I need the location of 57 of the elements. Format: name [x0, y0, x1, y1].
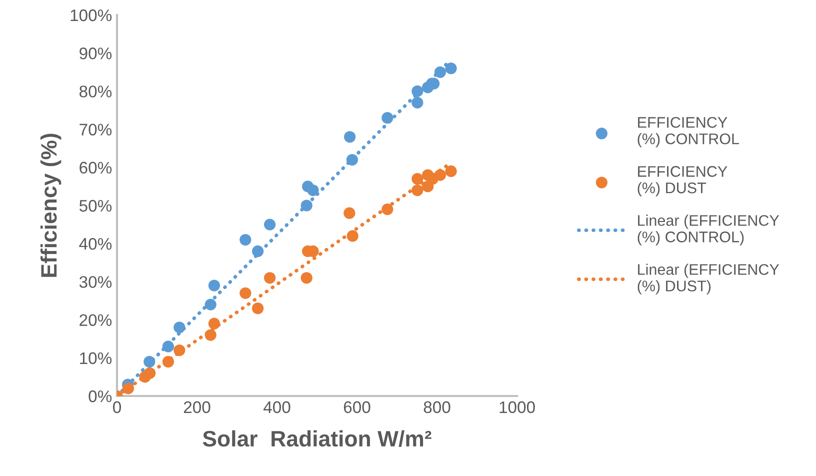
y-tick-label: 80%	[80, 86, 112, 98]
point	[204, 329, 216, 341]
point	[300, 272, 312, 284]
point	[300, 200, 312, 212]
point	[144, 356, 156, 368]
x-tick-label: 200	[184, 401, 210, 414]
y-tick-label: 30%	[79, 276, 112, 288]
point	[264, 272, 276, 284]
point	[208, 280, 220, 292]
point	[445, 62, 457, 74]
y-tick-label: 70%	[80, 124, 112, 136]
point	[252, 245, 264, 258]
point	[122, 382, 134, 394]
x-tick-label: 1000	[500, 401, 535, 414]
legend-label: Linear (EFFICIENCY (%) CONTROL)	[638, 214, 780, 246]
point	[208, 318, 220, 330]
point	[344, 131, 356, 143]
y-axis-title: Efficiency (%)	[40, 134, 62, 277]
y-tick-label: 20%	[80, 314, 112, 326]
point	[344, 207, 356, 219]
point	[412, 184, 424, 196]
point	[204, 298, 216, 310]
point	[144, 367, 156, 379]
y-tick-label: 50%	[79, 200, 112, 212]
point	[434, 169, 446, 181]
point	[346, 230, 358, 242]
y-tick-label: 90%	[80, 48, 112, 60]
point	[346, 154, 358, 166]
x-axis-title: Solar Radiation W/m²	[202, 430, 432, 447]
y-tick-label: 0%	[88, 390, 112, 402]
x-tick-label: 600	[344, 401, 370, 414]
y-tick-label: 40%	[79, 238, 112, 250]
point	[445, 165, 457, 178]
x-tick-label: 800	[424, 401, 450, 414]
point	[252, 302, 264, 314]
y-tick-label: 60%	[80, 162, 112, 174]
point	[240, 234, 252, 246]
point	[174, 322, 186, 334]
legend-label: Linear (EFFICIENCY (%) DUST)	[638, 264, 780, 294]
point	[382, 204, 394, 216]
legend-label: EFFICIENCY (%) CONTROL	[638, 117, 739, 148]
point	[412, 96, 424, 108]
x-tick-label: 400	[263, 401, 290, 414]
y-tick-label: 10%	[80, 352, 112, 364]
point	[240, 287, 252, 299]
x-tick-label: 0	[113, 401, 121, 414]
y-tick-label: 100%	[70, 9, 112, 22]
point	[307, 184, 319, 196]
point	[382, 112, 394, 124]
point	[412, 85, 424, 98]
point	[412, 173, 424, 185]
legend-label: EFFICIENCY (%) DUST	[638, 166, 728, 196]
point	[434, 66, 446, 78]
point	[264, 218, 276, 230]
point	[174, 344, 186, 356]
point	[162, 356, 174, 368]
point	[162, 340, 174, 352]
